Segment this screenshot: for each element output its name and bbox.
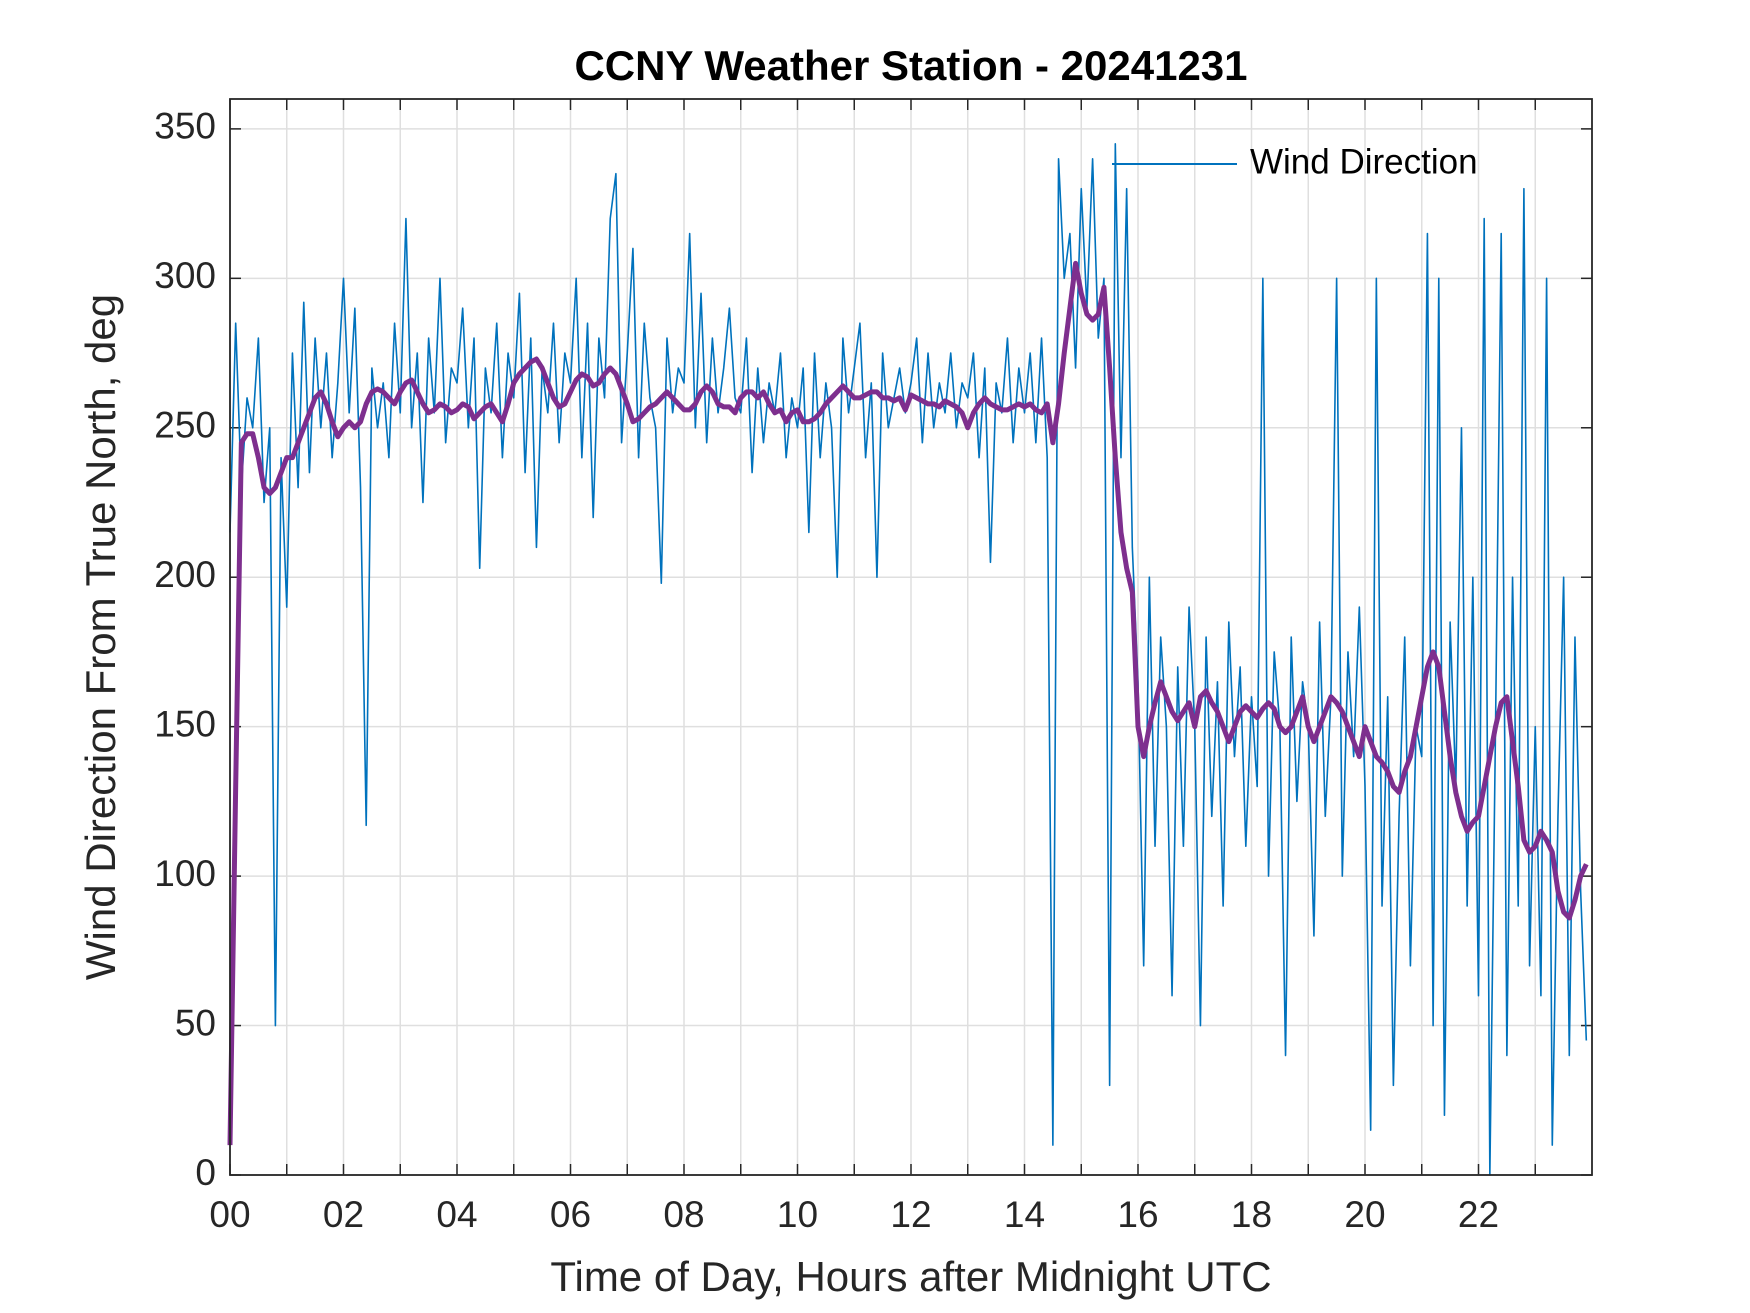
x-tick-label: 02	[323, 1194, 364, 1235]
x-tick-label: 06	[550, 1194, 591, 1235]
x-tick-label: 18	[1231, 1194, 1272, 1235]
legend-label: Wind Direction	[1250, 142, 1478, 181]
x-tick-label: 20	[1344, 1194, 1385, 1235]
plot-frame	[229, 98, 1593, 1176]
x-tick-label: 04	[436, 1194, 477, 1235]
x-tick-label: 12	[890, 1194, 931, 1235]
x-tick-label: 22	[1458, 1194, 1499, 1235]
y-tick-label: 200	[154, 554, 216, 595]
x-axis-label: Time of Day, Hours after Midnight UTC	[550, 1253, 1271, 1300]
y-axis-label: Wind Direction From True North, deg	[77, 294, 124, 980]
y-tick-label: 250	[154, 405, 216, 446]
y-tick-label: 300	[154, 255, 216, 296]
x-tick-label: 16	[1117, 1194, 1158, 1235]
chart-title: CCNY Weather Station - 20241231	[574, 42, 1247, 89]
y-tick-label: 150	[154, 703, 216, 744]
x-tick-label: 14	[1004, 1194, 1045, 1235]
y-tick-label: 100	[154, 853, 216, 894]
x-tick-label: 00	[209, 1194, 250, 1235]
x-tick-label: 08	[663, 1194, 704, 1235]
y-tick-label: 0	[195, 1152, 216, 1193]
x-tick-label: 10	[777, 1194, 818, 1235]
y-tick-label: 350	[154, 106, 216, 147]
data-line	[227, 260, 1589, 1146]
y-tick-label: 50	[175, 1002, 216, 1043]
